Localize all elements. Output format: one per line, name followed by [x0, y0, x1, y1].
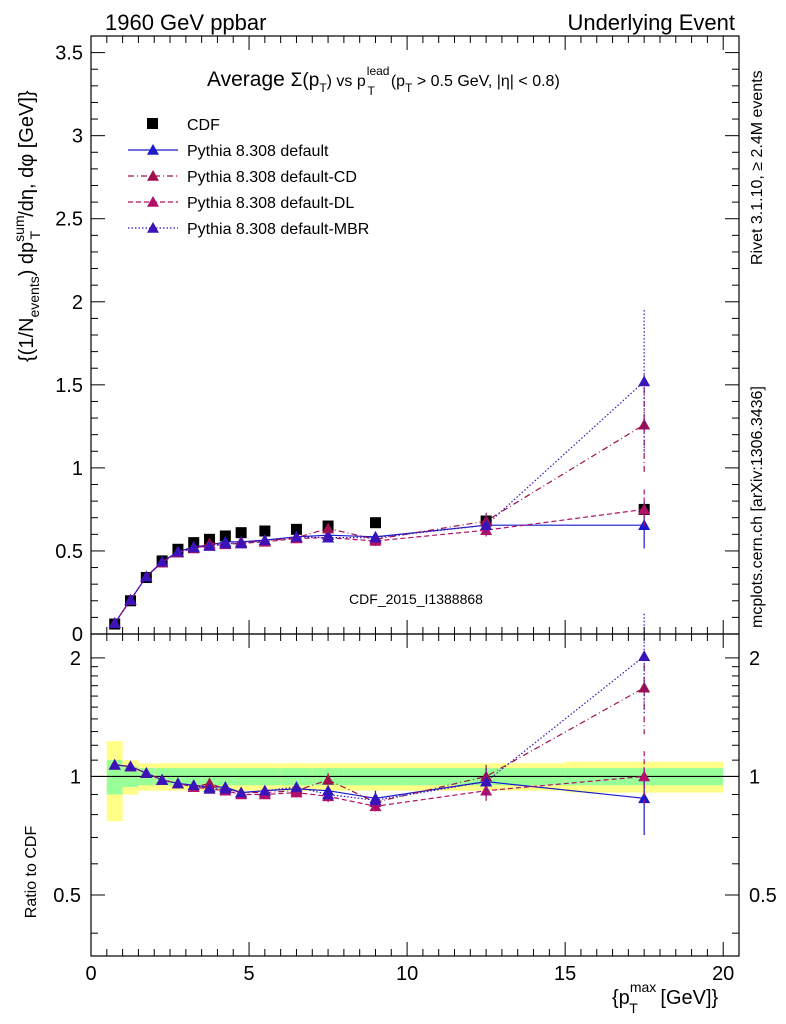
legend-marker — [147, 144, 159, 155]
data-point — [156, 773, 169, 785]
legend-marker — [147, 222, 159, 233]
data-point — [187, 779, 200, 791]
legend-label: CDF — [187, 117, 220, 134]
data-point — [290, 781, 303, 792]
legend-label: Pythia 8.308 default-DL — [187, 195, 354, 212]
rivet-label: Rivet 3.1.10, ≥ 2.4M events — [749, 70, 766, 265]
ratio-y-tick-label-right: 0.5 — [749, 885, 777, 907]
x-tick-label: 20 — [712, 963, 734, 985]
x-tick-label: 10 — [396, 963, 418, 985]
cdf-point — [259, 525, 271, 537]
data-point — [171, 545, 184, 557]
title-mid: ) vs p — [327, 73, 366, 90]
data-point — [638, 770, 651, 782]
title-sub-t3: T — [405, 81, 413, 95]
header-left: 1960 GeV ppbar — [105, 10, 266, 35]
x-tick-label: 5 — [243, 963, 254, 985]
data-point — [369, 531, 382, 543]
data-point — [108, 758, 121, 770]
data-point — [187, 541, 200, 553]
y-tick-label: 3.5 — [55, 43, 83, 65]
cdf-point — [369, 517, 381, 529]
data-point — [322, 522, 335, 534]
data-point — [219, 537, 232, 549]
y-tick-label: 1 — [72, 458, 83, 480]
data-point — [369, 794, 382, 806]
cdf-point — [235, 527, 247, 539]
ratio-ylabel: Ratio to CDF — [23, 826, 40, 919]
data-point — [235, 537, 248, 549]
data-point — [290, 530, 303, 542]
legend-marker — [147, 196, 159, 207]
title-sub-t2: T — [367, 84, 375, 98]
legend-label: Pythia 8.308 default-CD — [187, 169, 357, 186]
main-panel: 0 0.5 1 1.5 2 2.5 3 3.5 — [55, 35, 740, 646]
plot-title: Average Σ(pT) vs plead T(pT > 0.5 GeV, |η… — [207, 64, 560, 98]
xlabel: {pmax T [GeV]} — [612, 979, 719, 1016]
data-point — [219, 782, 232, 794]
data-point — [480, 775, 493, 787]
main-ylabel: {(1/Nevents) dpsumT/dη, dφ [GeV]} — [11, 90, 43, 362]
watermark: CDF_2015_I1388868 — [349, 591, 483, 607]
legend: CDF Pythia 8.308 default Pythia 8.308 defa… — [128, 117, 369, 238]
y-tick-label: 0 — [72, 624, 83, 646]
data-point — [638, 681, 651, 693]
y-tick-label: 2.5 — [55, 209, 83, 231]
ratio-frame — [90, 633, 740, 957]
header-right: Underlying Event — [567, 10, 735, 35]
title-sub-t: T — [319, 81, 327, 95]
data-point — [140, 570, 153, 582]
mcplots-label: mcplots.cern.ch [arXiv:1306.3436] — [749, 386, 766, 628]
ratio-y-tick-label: 0.5 — [53, 885, 81, 907]
data-point — [258, 534, 271, 545]
legend-marker — [147, 170, 159, 181]
series-line — [114, 655, 645, 801]
data-point — [108, 617, 121, 629]
data-point — [203, 777, 216, 789]
data-point — [322, 788, 335, 800]
data-point — [290, 786, 303, 798]
data-point — [171, 777, 184, 789]
title-cut-rest: > 0.5 GeV, |η| < 0.8) — [412, 73, 559, 90]
series-line — [114, 381, 645, 624]
ratio-panel: 0.5 0.51 12 20 5 10 15 20 — [53, 613, 777, 985]
x-tick-label: 0 — [85, 963, 96, 985]
y-tick-label: 2 — [72, 292, 83, 314]
data-point — [203, 782, 216, 794]
data-point — [638, 650, 651, 662]
y-tick-label: 3 — [72, 126, 83, 148]
legend-marker-cdf — [147, 118, 158, 129]
ratio-y-tick-label: 1 — [70, 766, 81, 788]
data-point — [322, 773, 335, 785]
data-point — [638, 418, 651, 430]
data-point — [124, 593, 137, 605]
title-cut: (p — [391, 73, 405, 90]
ratio-y-tick-label-right: 2 — [749, 648, 760, 670]
data-point — [638, 792, 651, 804]
cdf-point — [290, 523, 302, 535]
data-point — [235, 786, 248, 798]
data-point — [124, 760, 137, 772]
data-point — [322, 531, 335, 543]
data-point — [369, 800, 382, 812]
legend-label: Pythia 8.308 default-MBR — [187, 221, 369, 238]
x-tick-label: 15 — [554, 963, 576, 985]
legend-label: Pythia 8.308 default — [187, 143, 329, 160]
data-point — [638, 375, 651, 387]
data-point — [156, 555, 169, 567]
title-main: Σ(p — [291, 70, 320, 91]
title-sup-lead: lead — [367, 64, 390, 78]
ratio-y-tick-label-right: 1 — [749, 766, 760, 788]
data-point — [140, 767, 153, 778]
y-tick-label: 0.5 — [55, 541, 83, 563]
data-point — [638, 503, 651, 515]
data-point — [203, 539, 216, 551]
title-prefix: Average — [207, 68, 291, 91]
y-tick-label: 1.5 — [55, 375, 83, 397]
data-point — [258, 784, 271, 796]
data-point — [480, 519, 493, 530]
ratio-y-tick-label: 2 — [70, 648, 81, 670]
